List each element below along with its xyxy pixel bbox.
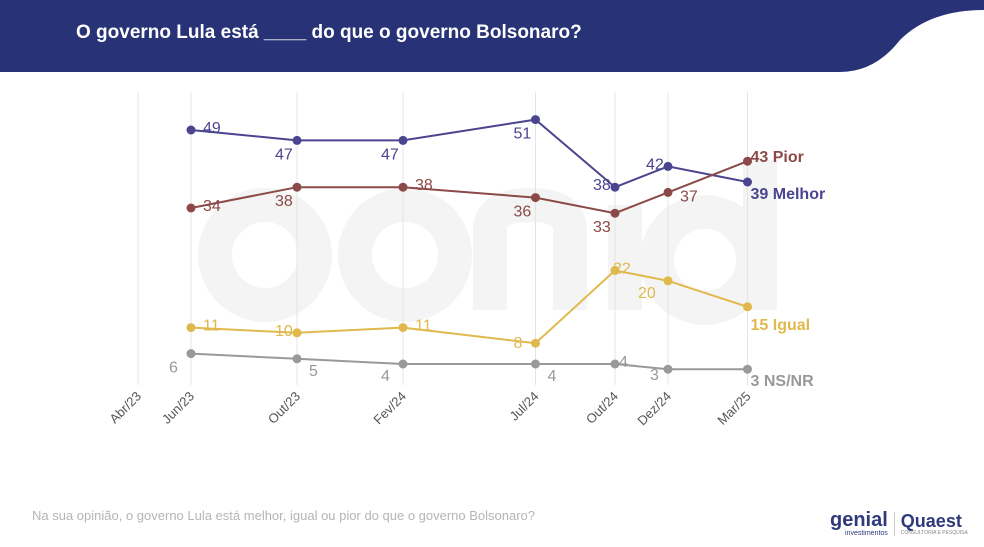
data-point (398, 182, 408, 192)
quaest-logo-sub: CONSULTORIA E PESQUISA (900, 529, 968, 536)
data-point (531, 338, 540, 348)
genial-logo-sub: investimentos (845, 530, 888, 537)
end-value: 39 (751, 186, 769, 203)
data-point (610, 182, 620, 192)
quaest-logo: Quaest CONSULTORIA E PESQUISA (901, 512, 968, 536)
end-value: 3 (751, 373, 760, 390)
data-label: 3 (650, 367, 659, 384)
data-point (610, 208, 620, 218)
data-point (743, 364, 752, 374)
brand-logos: genial investimentos Quaest CONSULTORIA … (830, 510, 968, 537)
data-point (663, 364, 673, 374)
data-point (610, 265, 620, 275)
series-name: Melhor (768, 186, 825, 203)
data-label: 51 (514, 126, 532, 143)
logo-divider (893, 511, 895, 536)
series-end-label: 39 Melhor (751, 186, 826, 203)
data-label: 4 (381, 368, 390, 385)
data-point (186, 323, 196, 333)
data-point (743, 156, 752, 166)
data-label: 11 (203, 318, 220, 335)
data-point (663, 161, 673, 171)
x-tick-label: Out/23 (265, 389, 303, 427)
data-label: 42 (646, 156, 664, 173)
data-label: 49 (203, 120, 221, 137)
data-point (292, 135, 302, 145)
series-end-label: 43 Pior (751, 149, 804, 166)
data-point (186, 349, 196, 359)
end-value: 43 (751, 149, 769, 166)
survey-question: Na sua opinião, o governo Lula está melh… (32, 508, 536, 523)
data-point (531, 193, 540, 203)
data-point (292, 182, 302, 192)
data-label: 38 (415, 177, 433, 194)
header-banner (0, 0, 984, 72)
series-name: NS/NR (759, 373, 814, 390)
data-label: 33 (593, 219, 611, 236)
end-value: 15 (751, 317, 769, 334)
data-point (663, 276, 673, 286)
series-line-nsnr (190, 352, 748, 371)
data-label: 37 (680, 188, 698, 205)
data-label: 4 (548, 368, 557, 385)
data-point (398, 135, 408, 145)
x-tick-label: Dez/24 (634, 389, 674, 429)
data-label: 6 (169, 360, 178, 377)
data-label: 5 (309, 363, 318, 380)
data-point (743, 302, 752, 312)
data-label: 34 (203, 198, 221, 215)
data-label: 8 (514, 335, 523, 352)
data-label: 38 (593, 177, 611, 194)
series-name: Igual (768, 317, 810, 334)
x-tick-label: Abr/23 (106, 389, 144, 427)
data-point (186, 203, 196, 213)
data-point (663, 187, 673, 197)
series-end-label: 3 NS/NR (751, 373, 815, 390)
data-point (186, 125, 196, 135)
data-label: 22 (613, 260, 631, 277)
data-label: 11 (415, 318, 432, 335)
data-label: 38 (275, 193, 293, 210)
x-tick-label: Jul/24 (506, 389, 541, 424)
data-point (743, 177, 752, 187)
data-point (398, 359, 408, 369)
data-label: 47 (275, 146, 293, 163)
genial-logo-text: genial (830, 509, 888, 531)
data-point (398, 323, 408, 333)
data-label: 4 (619, 354, 628, 371)
data-label: 10 (275, 323, 293, 340)
x-tick-label: Jun/23 (159, 389, 197, 427)
data-label: 36 (514, 204, 532, 221)
data-point (292, 328, 302, 338)
genial-logo: genial investimentos (830, 510, 888, 537)
data-point (292, 354, 302, 364)
data-label: 20 (638, 285, 656, 302)
data-point (531, 115, 540, 125)
series-end-label: 15 Igual (751, 317, 811, 334)
data-point (531, 359, 540, 369)
quaest-logo-text: Quaest (900, 510, 962, 531)
x-tick-label: Mar/25 (714, 389, 753, 428)
data-label: 47 (381, 146, 399, 163)
x-tick-label: Fev/24 (370, 389, 409, 428)
series-name: Pior (768, 149, 804, 166)
data-point (610, 359, 620, 369)
chart-title: O governo Lula está ____ do que o govern… (76, 22, 582, 43)
x-tick-label: Out/24 (583, 389, 621, 427)
